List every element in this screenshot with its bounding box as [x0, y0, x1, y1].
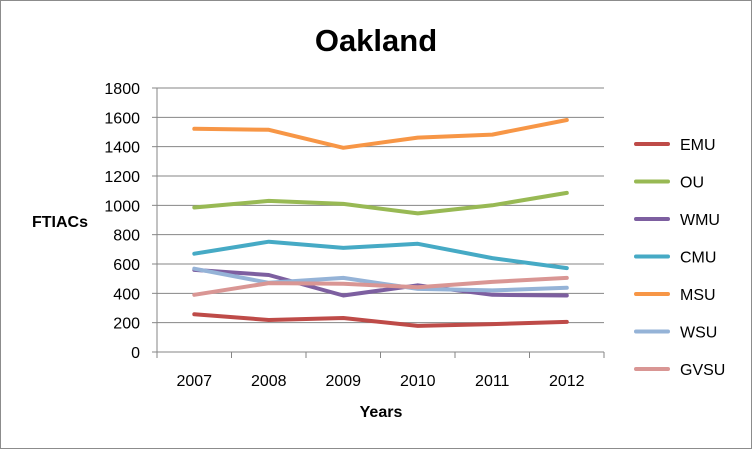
- legend-label-emu: EMU: [680, 137, 716, 154]
- legend-item-wsu: WSU: [634, 325, 717, 342]
- legend-label-wsu: WSU: [680, 325, 717, 342]
- legend-item-ou: OU: [634, 175, 704, 192]
- legend-item-gvsu: GVSU: [634, 362, 725, 379]
- series-line-cmu: [192, 239, 569, 271]
- legend-item-wmu: WMU: [634, 212, 720, 229]
- legend-label-wmu: WMU: [680, 212, 720, 229]
- y-tick-label-1200: 1200: [104, 169, 140, 186]
- legend-item-emu: EMU: [634, 137, 716, 154]
- x-tick-labels: 2007 2008 2009 2010 2011 2012: [176, 373, 584, 390]
- y-tick-label-1600: 1600: [104, 110, 140, 127]
- y-tick-label-0: 0: [131, 345, 140, 362]
- x-tick-label-2010: 2010: [400, 373, 436, 390]
- series-line-ou: [192, 190, 569, 216]
- legend-label-ou: OU: [680, 175, 704, 192]
- x-tick-label-2011: 2011: [475, 373, 510, 390]
- legend-label-gvsu: GVSU: [680, 362, 725, 379]
- x-tick-label-2008: 2008: [251, 373, 287, 390]
- legend: EMU OU WMU CMU MSU WSU GVSU: [634, 137, 725, 379]
- axes: [156, 88, 605, 358]
- x-tick-label-2012: 2012: [549, 373, 585, 390]
- y-tick-labels: 0 200 400 600 800 1000 1200 1400 1600 1800: [104, 81, 140, 362]
- y-tick-label-1800: 1800: [104, 81, 140, 98]
- chart-title: Oakland: [315, 23, 437, 58]
- y-tick-label-1000: 1000: [104, 198, 140, 215]
- y-tick-label-200: 200: [113, 316, 140, 333]
- y-axis-title: FTIACs: [32, 214, 88, 231]
- legend-label-msu: MSU: [680, 287, 716, 304]
- x-tick-label-2007: 2007: [176, 373, 212, 390]
- y-tick-label-800: 800: [113, 228, 140, 245]
- series-line-msu: [192, 118, 569, 150]
- x-axis-title: Years: [360, 404, 403, 421]
- y-tick-label-1400: 1400: [104, 140, 140, 157]
- legend-label-cmu: CMU: [680, 250, 716, 267]
- series-lines: [192, 118, 569, 328]
- legend-item-msu: MSU: [634, 287, 716, 304]
- series-line-wmu: [192, 267, 569, 298]
- legend-item-cmu: CMU: [634, 250, 716, 267]
- series-line-wsu: [192, 266, 569, 293]
- y-tick-label-400: 400: [113, 286, 140, 303]
- y-tick-label-600: 600: [113, 257, 140, 274]
- series-line-emu: [192, 312, 569, 328]
- series-line-gvsu: [192, 275, 569, 297]
- x-tick-label-2009: 2009: [325, 373, 361, 390]
